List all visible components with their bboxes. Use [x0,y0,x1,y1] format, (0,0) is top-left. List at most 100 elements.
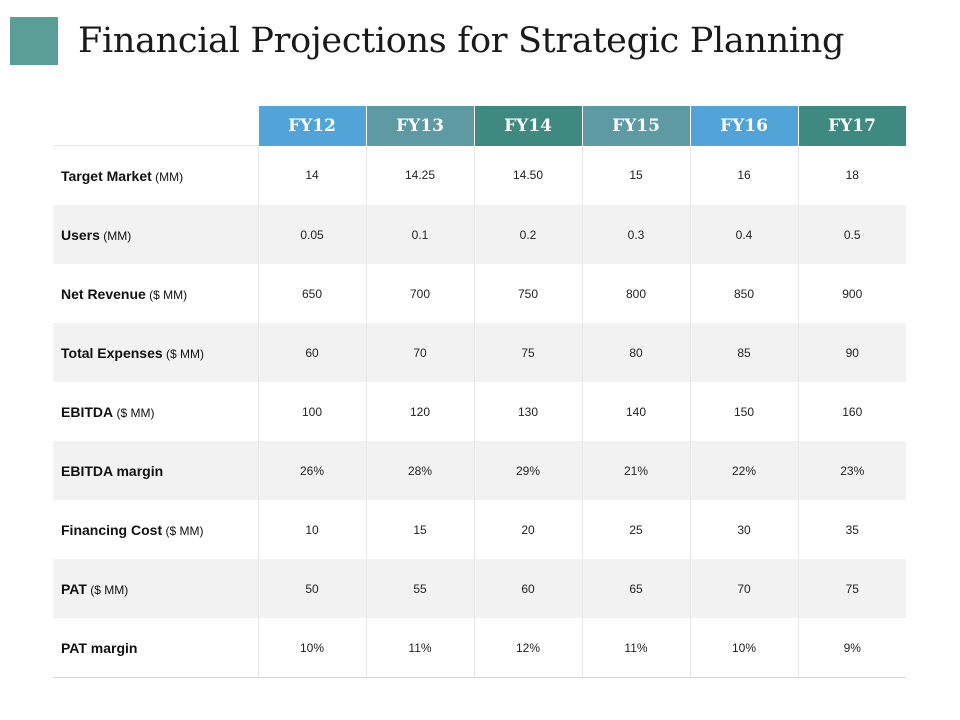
table-cell: 800 [581,264,690,323]
table-cell: 0.4 [689,205,798,264]
table-cell: 60 [257,323,366,382]
table-cell: 70 [689,559,798,618]
row-label-text: Target Market [61,167,152,184]
table-row: PAT margin 10% 11% 12% 11% 10% 9% [53,618,906,678]
column-header-fy13: FY13 [366,106,475,146]
table-cell: 0.5 [797,205,906,264]
table-row: Financing Cost ($ MM) 10 15 20 25 30 35 [53,500,906,559]
table-cell: 20 [473,500,582,559]
row-label-unit: ($ MM) [149,287,188,302]
table-cell: 12% [473,618,582,678]
row-label: PAT margin [53,618,258,678]
row-label-text: PAT [61,580,87,597]
row-label: Financing Cost ($ MM) [53,500,258,559]
table-cell: 85 [689,323,798,382]
table-cell: 0.2 [473,205,582,264]
table-cell: 18 [797,145,906,205]
table-cell: 80 [581,323,690,382]
table-cell: 15 [365,500,474,559]
table-cell: 75 [797,559,906,618]
table-row: EBITDA margin 26% 28% 29% 21% 22% 23% [53,441,906,500]
row-label-unit: ($ MM) [116,405,155,420]
table-row: EBITDA ($ MM) 100 120 130 140 150 160 [53,382,906,441]
table-cell: 26% [257,441,366,500]
row-label-text: Users [61,226,100,243]
table-cell: 29% [473,441,582,500]
table-cell: 28% [365,441,474,500]
header-row: FY12 FY13 FY14 FY15 FY16 FY17 [53,106,907,146]
row-label-text: EBITDA [61,403,114,420]
row-label-unit: (MM) [155,169,184,184]
table-cell: 150 [689,382,798,441]
column-header-fy15: FY15 [582,106,691,146]
table-cell: 0.3 [581,205,690,264]
table-row: Target Market (MM) 14 14.25 14.50 15 16 18 [53,145,906,206]
column-header-fy16: FY16 [690,106,799,146]
table-cell: 15 [581,145,690,205]
header-corner [53,106,259,146]
row-label-unit: ($ MM) [90,582,129,597]
row-label-unit: (MM) [103,228,132,243]
table-cell: 21% [581,441,690,500]
table-cell: 30 [689,500,798,559]
row-label-text: PAT margin [61,639,138,656]
row-label-text: Total Expenses [61,344,163,361]
table-cell: 10% [689,618,798,678]
row-label-text: EBITDA margin [61,462,164,479]
page-title: Financial Projections for Strategic Plan… [78,21,845,61]
table-cell: 0.1 [365,205,474,264]
table-body: Target Market (MM) 14 14.25 14.50 15 16 18 User… [53,145,906,678]
table-cell: 0.05 [257,205,366,264]
table-cell: 10 [257,500,366,559]
table-cell: 90 [797,323,906,382]
column-header-fy12: FY12 [258,106,367,146]
row-label: Target Market (MM) [53,146,258,206]
table-cell: 16 [689,145,798,205]
table-cell: 50 [257,559,366,618]
table-cell: 14 [257,145,366,205]
table-cell: 25 [581,500,690,559]
table-cell: 700 [365,264,474,323]
table-cell: 900 [797,264,906,323]
table-cell: 23% [797,441,906,500]
projections-table: FY12 FY13 FY14 FY15 FY16 FY17 Target Market (… [53,106,907,678]
column-header-fy17: FY17 [798,106,907,146]
accent-square [10,17,58,65]
row-label-unit: ($ MM) [165,523,204,538]
row-label-text: Financing Cost [61,521,163,538]
table-cell: 22% [689,441,798,500]
projections-table-container: FY12 FY13 FY14 FY15 FY16 FY17 Target Market (… [53,106,907,678]
table-cell: 750 [473,264,582,323]
table-cell: 9% [797,618,906,678]
table-cell: 11% [581,618,690,678]
table-cell: 10% [257,618,366,678]
table-cell: 65 [581,559,690,618]
table-cell: 130 [473,382,582,441]
table-row: Total Expenses ($ MM) 60 70 75 80 85 90 [53,323,906,382]
row-label: Total Expenses ($ MM) [53,323,258,382]
table-cell: 55 [365,559,474,618]
table-row: Net Revenue ($ MM) 650 700 750 800 850 900 [53,264,906,323]
table-cell: 120 [365,382,474,441]
table-cell: 140 [581,382,690,441]
table-cell: 160 [797,382,906,441]
table-cell: 35 [797,500,906,559]
table-cell: 14.50 [473,145,582,205]
table-row: Users (MM) 0.05 0.1 0.2 0.3 0.4 0.5 [53,205,906,264]
table-cell: 650 [257,264,366,323]
table-cell: 60 [473,559,582,618]
row-label-text: Net Revenue [61,285,146,302]
row-label: Users (MM) [53,205,258,264]
table-cell: 100 [257,382,366,441]
row-label: EBITDA ($ MM) [53,382,258,441]
row-label: Net Revenue ($ MM) [53,264,258,323]
row-label: PAT ($ MM) [53,559,258,618]
table-cell: 70 [365,323,474,382]
row-label-unit: ($ MM) [166,346,205,361]
table-cell: 850 [689,264,798,323]
table-cell: 14.25 [365,145,474,205]
table-row: PAT ($ MM) 50 55 60 65 70 75 [53,559,906,618]
table-cell: 75 [473,323,582,382]
table-cell: 11% [365,618,474,678]
column-header-fy14: FY14 [474,106,583,146]
